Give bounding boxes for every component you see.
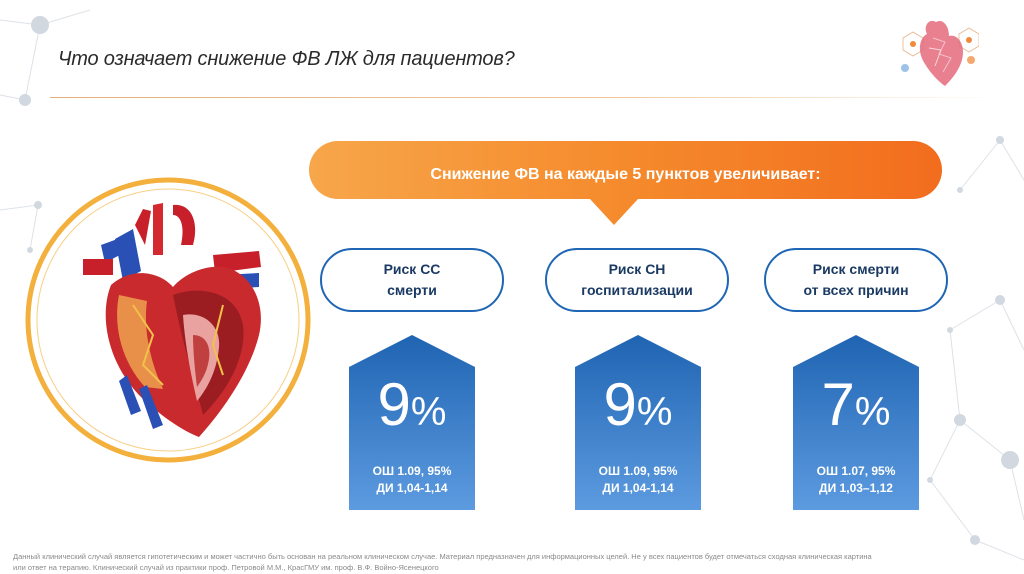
logo-heart-icon	[901, 20, 979, 87]
stat-value: 9%	[575, 370, 701, 447]
banner-text: Снижение ФВ на каждые 5 пунктов увеличив…	[430, 166, 821, 183]
stat-unit: %	[854, 390, 891, 434]
stat-details: ОШ 1.09, 95% ДИ 1,04-1,14	[575, 463, 701, 497]
footnote: Данный клинический случай является гипот…	[13, 551, 1013, 573]
stat-confidence-interval: ДИ 1,03–1,12	[819, 481, 893, 495]
stat-house-shape	[575, 335, 701, 510]
stat-unit: %	[410, 390, 447, 434]
stat-odds-ratio: ОШ 1.07, 95%	[816, 464, 896, 478]
stat-block-cv-death: 9% ОШ 1.09, 95% ДИ 1,04-1,14	[349, 335, 475, 510]
stat-number: 7	[821, 371, 855, 438]
stat-confidence-interval: ДИ 1,04-1,14	[602, 481, 674, 495]
stat-house-shape	[349, 335, 475, 510]
risk-pill-line2: госпитализации	[581, 282, 693, 298]
risk-pill-line2: смерти	[387, 282, 437, 298]
stat-unit: %	[636, 390, 673, 434]
footnote-line2: или ответ на терапию. Клинический случай…	[13, 563, 439, 572]
risk-pill-cv-death: Риск СС смерти	[320, 248, 504, 312]
stat-number: 9	[377, 371, 411, 438]
stat-odds-ratio: ОШ 1.09, 95%	[598, 464, 678, 478]
stat-number: 9	[603, 371, 637, 438]
risk-pill-line2: от всех причин	[803, 282, 909, 298]
stat-value: 7%	[793, 370, 919, 447]
stat-house-shape	[793, 335, 919, 510]
stat-details: ОШ 1.07, 95% ДИ 1,03–1,12	[793, 463, 919, 497]
heart-illustration	[23, 175, 313, 465]
risk-pill-line1: Риск смерти	[812, 261, 900, 277]
heart-illustration-icon	[25, 177, 311, 463]
stat-details: ОШ 1.09, 95% ДИ 1,04-1,14	[349, 463, 475, 497]
stat-odds-ratio: ОШ 1.09, 95%	[372, 464, 452, 478]
risk-pill-all-cause-death: Риск смерти от всех причин	[764, 248, 948, 312]
footnote-line1: Данный клинический случай является гипот…	[13, 552, 872, 561]
page-title: Что означает снижение ФВ ЛЖ для пациенто…	[58, 48, 515, 70]
risk-pill-hf-hospitalization: Риск СН госпитализации	[545, 248, 729, 312]
stat-block-all-cause-death: 7% ОШ 1.07, 95% ДИ 1,03–1,12	[793, 335, 919, 510]
risk-pill-line1: Риск СН	[608, 261, 666, 277]
title-divider	[50, 97, 1000, 98]
banner-shape	[309, 141, 942, 225]
stat-value: 9%	[349, 370, 475, 447]
risk-pill-line1: Риск СС	[383, 261, 441, 277]
stat-block-hf-hospitalization: 9% ОШ 1.09, 95% ДИ 1,04-1,14	[575, 335, 701, 510]
stat-confidence-interval: ДИ 1,04-1,14	[376, 481, 448, 495]
